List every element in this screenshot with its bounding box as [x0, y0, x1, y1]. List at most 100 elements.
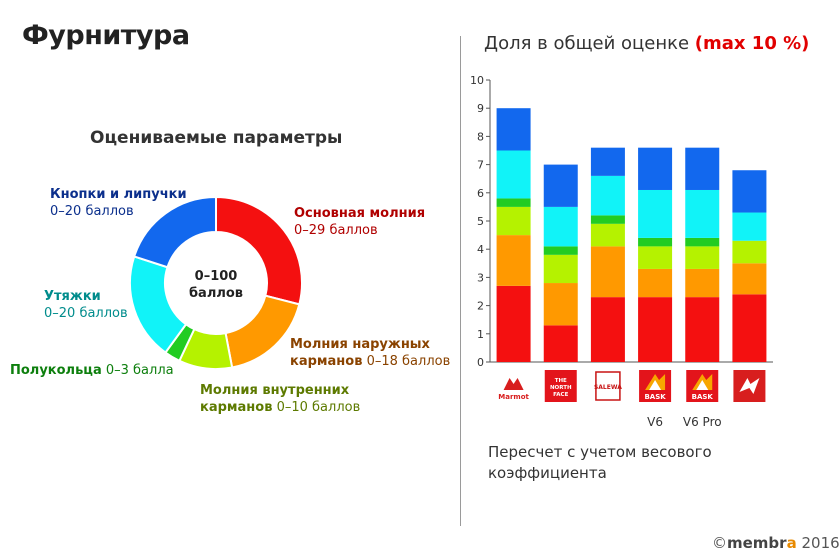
bask-logo-text: BASK: [644, 393, 666, 401]
chart-note: Пересчет с учетом весового коэффициента: [488, 443, 712, 482]
segment-label-outer-pockets: Молния наружных карманов 0–18 баллов: [290, 336, 450, 370]
north-face-logo-text: FACE: [553, 392, 568, 398]
copyright-symbol: ©: [712, 534, 727, 552]
bar-segment: [543, 164, 578, 207]
bask-emblem: [692, 374, 713, 390]
bask-logo: BASK: [686, 370, 719, 402]
donut-segment-5: [132, 195, 217, 269]
bar-segment: [638, 246, 673, 269]
segment-range: 0–20 баллов: [50, 204, 134, 219]
bask-logo-bg: [639, 370, 672, 402]
y-tick-label: 10: [470, 74, 484, 87]
north-face-logo-text: NORTH: [550, 385, 572, 391]
bar-segment: [590, 246, 625, 298]
segment-label-inner-pockets: Молния внутренних карманов 0–10 баллов: [200, 382, 360, 416]
salewa-frame: [595, 371, 621, 401]
bar-segment: [732, 294, 767, 362]
y-tick-label: 2: [477, 300, 484, 313]
bar-segment: [590, 175, 625, 216]
marmot-logo-text: Marmot: [498, 393, 529, 401]
redfox-logo-bg: [733, 370, 766, 402]
chart-heading-emphasis: (max 10 %): [694, 33, 810, 54]
bar-segment: [638, 147, 673, 190]
bar-segment: [685, 189, 720, 238]
bar-segment: [543, 283, 578, 326]
segment-range: 0–10 баллов: [276, 400, 361, 415]
segment-name: Утяжки: [44, 289, 101, 304]
chart-heading-text: Доля в общей оценке: [484, 33, 695, 54]
bar-segment: [590, 215, 625, 224]
segment-name: Полукольца: [10, 363, 102, 378]
bar-segment: [732, 263, 767, 295]
bask-emblem: [645, 374, 666, 390]
bar-segment: [496, 206, 531, 236]
segment-name: Молния наружных: [290, 337, 430, 352]
segment-name-cont: карманов: [290, 354, 363, 369]
salewa-logo: SALEWA: [591, 370, 624, 402]
marmot-mountain: [503, 378, 524, 390]
bar-segment: [732, 170, 767, 213]
segment-range: 0–18 баллов: [366, 354, 451, 369]
brand-name-tail: a: [786, 534, 797, 552]
donut-segment-0: [215, 195, 303, 306]
bar-segment: [496, 198, 531, 207]
x-sublabel: V6: [647, 415, 663, 429]
segment-label-buttons: Кнопки и липучки 0–20 баллов: [50, 186, 187, 220]
bar-segment: [685, 147, 720, 190]
donut-center-line1: 0–100: [194, 269, 238, 284]
marmot-logo: Marmot: [497, 370, 530, 402]
y-tick-label: 3: [477, 271, 484, 284]
footer: ©membra 2016: [712, 534, 840, 552]
bar-segment: [685, 268, 720, 298]
bar-segment: [638, 237, 673, 247]
segment-label-half-rings: Полукольца 0–3 балла: [10, 362, 174, 379]
bask-emblem-inner: [649, 380, 662, 390]
segment-name: Молния внутренних: [200, 383, 350, 398]
bar-segment: [638, 297, 673, 362]
bar-segment: [543, 246, 578, 255]
bar-segment: [543, 254, 578, 284]
bar-segment: [638, 268, 673, 298]
bar-segment: [590, 297, 625, 362]
y-tick-label: 1: [477, 328, 484, 341]
x-sublabel: V6 Pro: [683, 415, 722, 429]
donut-center-label: 0–100 баллов: [166, 268, 266, 302]
marmot-logo-bg: [497, 370, 530, 402]
donut-heading: Оцениваемые параметры: [90, 128, 343, 148]
y-tick-label: 8: [477, 130, 484, 143]
bar-segment: [732, 240, 767, 264]
redfox-emblem: [739, 378, 760, 394]
bar-segment: [685, 246, 720, 269]
segment-label-main-zipper: Основная молния 0–29 баллов: [294, 205, 425, 239]
bar-segment: [590, 223, 625, 247]
bask-logo-bg: [686, 370, 719, 402]
north-face-logo-bg: [544, 370, 577, 402]
redfox-logo: [733, 370, 766, 402]
footer-year: 2016: [801, 534, 840, 552]
segment-range: 0–29 баллов: [294, 223, 378, 238]
page-title: Фурнитура: [22, 20, 190, 51]
y-tick-label: 6: [477, 187, 484, 200]
donut-chart: [129, 195, 303, 370]
chart-heading: Доля в общей оценке (max 10 %): [484, 33, 809, 54]
segment-name: Кнопки и липучки: [50, 187, 187, 202]
bar-segment: [732, 212, 767, 241]
y-tick-label: 5: [477, 215, 484, 228]
bar-segment: [496, 150, 531, 199]
bar-segment: [496, 285, 531, 362]
segment-name: Основная молния: [294, 206, 426, 221]
bar-segment: [685, 297, 720, 362]
bar-segment: [496, 108, 531, 151]
salewa-logo-bg: [591, 370, 624, 402]
y-tick-label: 9: [477, 102, 484, 115]
bask-emblem-inner: [696, 380, 709, 390]
segment-name-cont: карманов: [200, 400, 273, 415]
donut-center-line2: баллов: [188, 286, 244, 301]
y-tick-label: 7: [477, 159, 484, 172]
bask-logo: BASK: [639, 370, 672, 402]
segment-label-drawcords: Утяжки 0–20 баллов: [44, 288, 128, 322]
bask-logo-text: BASK: [692, 393, 714, 401]
bar-segment: [590, 147, 625, 176]
segment-range: 0–3 балла: [105, 363, 174, 378]
